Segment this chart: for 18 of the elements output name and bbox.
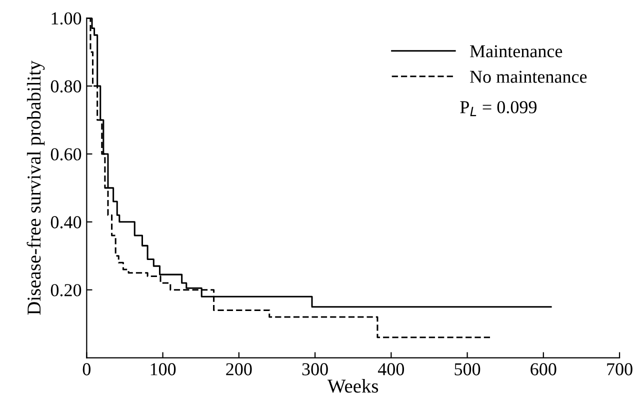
x-tick-label: 300 xyxy=(302,363,328,376)
x-tick-label: 100 xyxy=(150,363,176,376)
legend-label: Maintenance xyxy=(470,45,562,58)
x-tick-label: 700 xyxy=(607,363,632,376)
annotation: P$_{L}$ = 0.099 xyxy=(460,101,537,116)
x-axis-title: Weeks xyxy=(327,379,378,393)
y-tick-label: 0.40 xyxy=(50,216,82,228)
y-tick-label: 0.60 xyxy=(50,148,82,160)
x-tick-label: 500 xyxy=(454,363,480,376)
x-tick-label: 0 xyxy=(82,363,90,376)
y-tick-label: 1.00 xyxy=(52,12,82,25)
x-tick-label: 400 xyxy=(378,363,404,376)
y-tick-label: 0.80 xyxy=(50,80,82,93)
x-tick-label: 200 xyxy=(226,363,252,376)
y-axis-title: Disease-free survival probability xyxy=(26,60,45,315)
legend-label: No maintenance xyxy=(470,70,587,83)
x-tick-label: 600 xyxy=(530,363,556,376)
y-tick-label: 0.20 xyxy=(50,284,82,296)
